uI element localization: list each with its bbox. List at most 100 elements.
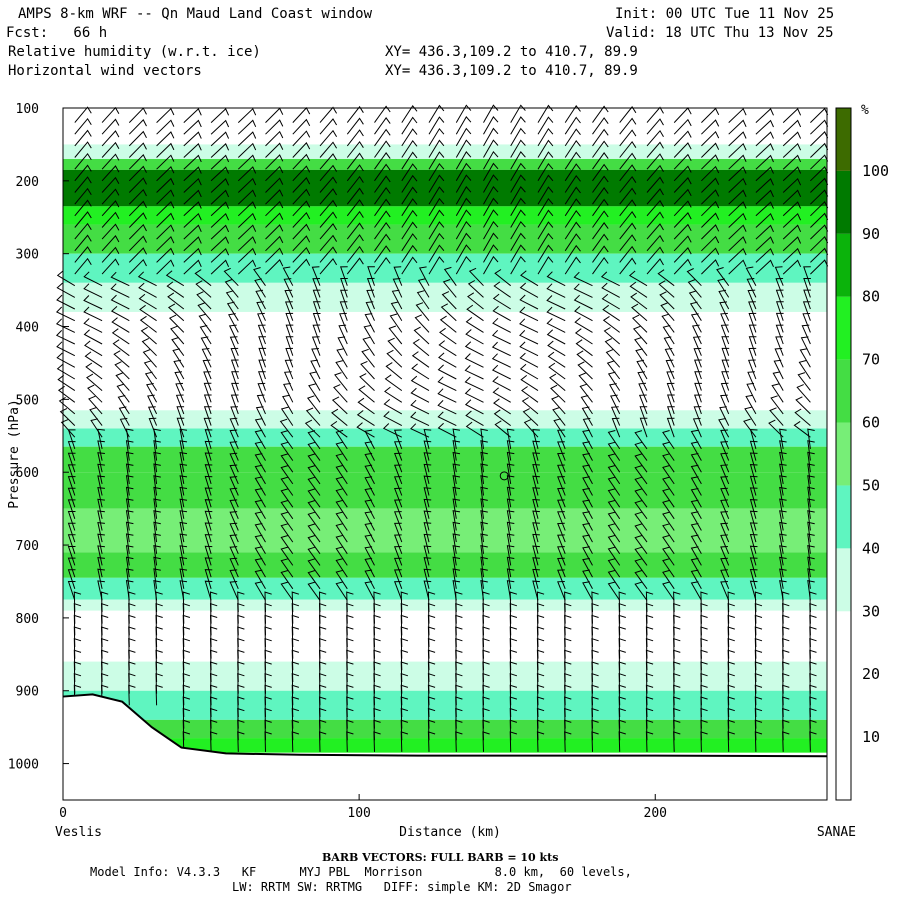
wind-barb (483, 104, 499, 123)
wind-barb (782, 166, 802, 182)
wind-barb (607, 534, 621, 555)
wind-barb (619, 257, 637, 275)
wind-barb (389, 313, 403, 333)
wind-barb (280, 453, 294, 473)
wind-barb (619, 164, 637, 182)
wind-barb (607, 430, 621, 450)
wind-barb (125, 486, 134, 508)
wind-barb (701, 247, 720, 263)
wind-barb (634, 546, 648, 566)
wind-barb (509, 731, 518, 752)
colorbar-segment (836, 108, 851, 171)
wind-barb (455, 151, 472, 170)
wind-barb (701, 177, 720, 193)
wind-barb (306, 395, 321, 415)
wind-barb (452, 475, 461, 496)
wind-barb (483, 139, 499, 158)
wind-barb (374, 152, 391, 170)
wind-barb (720, 312, 730, 333)
wind-barb (423, 463, 432, 485)
wind-barb (673, 177, 692, 193)
wind-barb (183, 166, 202, 182)
wind-barb (506, 463, 515, 484)
wind-barb (634, 476, 648, 496)
wind-barb (204, 557, 213, 578)
wind-barb (483, 220, 499, 240)
wind-barb (237, 201, 257, 217)
wind-barb (401, 221, 418, 240)
wind-barb (607, 371, 621, 391)
wind-barb (346, 129, 364, 147)
wind-barb (690, 557, 702, 578)
wind-barb (203, 417, 212, 438)
wind-barb (693, 394, 702, 415)
rh-layer-11 (63, 508, 827, 553)
wind-barb (547, 340, 566, 357)
wind-barb (307, 430, 321, 450)
valid-time: Valid: 18 UTC Thu 13 Nov 25 (606, 25, 834, 41)
colorbar-label: 10 (862, 728, 880, 746)
wind-barb (657, 269, 675, 287)
wind-barb (101, 188, 120, 205)
wind-barb (346, 257, 364, 275)
wind-barb (410, 375, 430, 392)
rh-layer-2 (63, 169, 827, 207)
wind-barb (520, 270, 539, 287)
wind-barb (285, 312, 294, 333)
wind-barb (204, 545, 213, 566)
wind-barb (393, 441, 403, 461)
wind-barb (519, 282, 539, 298)
wind-barb (700, 731, 708, 752)
wind-barb (775, 301, 784, 321)
wind-barb (423, 487, 432, 508)
wind-barb (265, 130, 284, 147)
wind-barb (204, 534, 213, 554)
wind-barb (749, 499, 758, 519)
wind-barb (67, 534, 76, 554)
wind-barb (564, 221, 581, 240)
wind-barb (280, 441, 294, 461)
wind-barb (228, 313, 239, 333)
wind-barb (156, 154, 175, 170)
wind-barb (592, 117, 609, 135)
wind-barb (782, 224, 802, 240)
wind-barb (537, 174, 554, 193)
wind-barb (291, 731, 300, 752)
wind-barb (111, 317, 130, 333)
wind-barb (307, 488, 321, 508)
wind-barb (97, 533, 105, 554)
wind-barb (201, 348, 212, 368)
wind-barb (437, 411, 457, 427)
wind-barb (401, 163, 418, 182)
wind-barb (428, 104, 445, 123)
wind-barb (506, 475, 515, 496)
wind-barb (619, 210, 637, 228)
wind-barb (307, 546, 321, 566)
wind-barb (309, 371, 321, 391)
wind-barb (770, 395, 784, 415)
wind-barb (491, 341, 511, 357)
wind-barb (532, 557, 540, 578)
wind-barb (312, 289, 321, 310)
wind-barb (646, 153, 664, 170)
wind-barb (720, 546, 730, 566)
wind-barb (156, 201, 175, 217)
wind-barb (782, 119, 802, 135)
wind-barb (229, 499, 239, 520)
wind-barb (631, 314, 648, 333)
wind-barb (285, 347, 294, 368)
wind-barb (333, 384, 348, 403)
wind-barb (557, 534, 566, 554)
wind-barb (455, 174, 472, 193)
wind-barb (749, 464, 758, 485)
wind-barb (364, 313, 375, 333)
wind-barb (230, 394, 239, 415)
wind-barb (455, 186, 472, 205)
wind-barb (363, 324, 375, 345)
wind-barb (125, 545, 134, 566)
wind-barb (307, 570, 321, 590)
wind-barb (510, 244, 526, 263)
wind-barb (690, 523, 702, 543)
wind-barb (265, 247, 284, 263)
wind-barb (807, 568, 815, 589)
